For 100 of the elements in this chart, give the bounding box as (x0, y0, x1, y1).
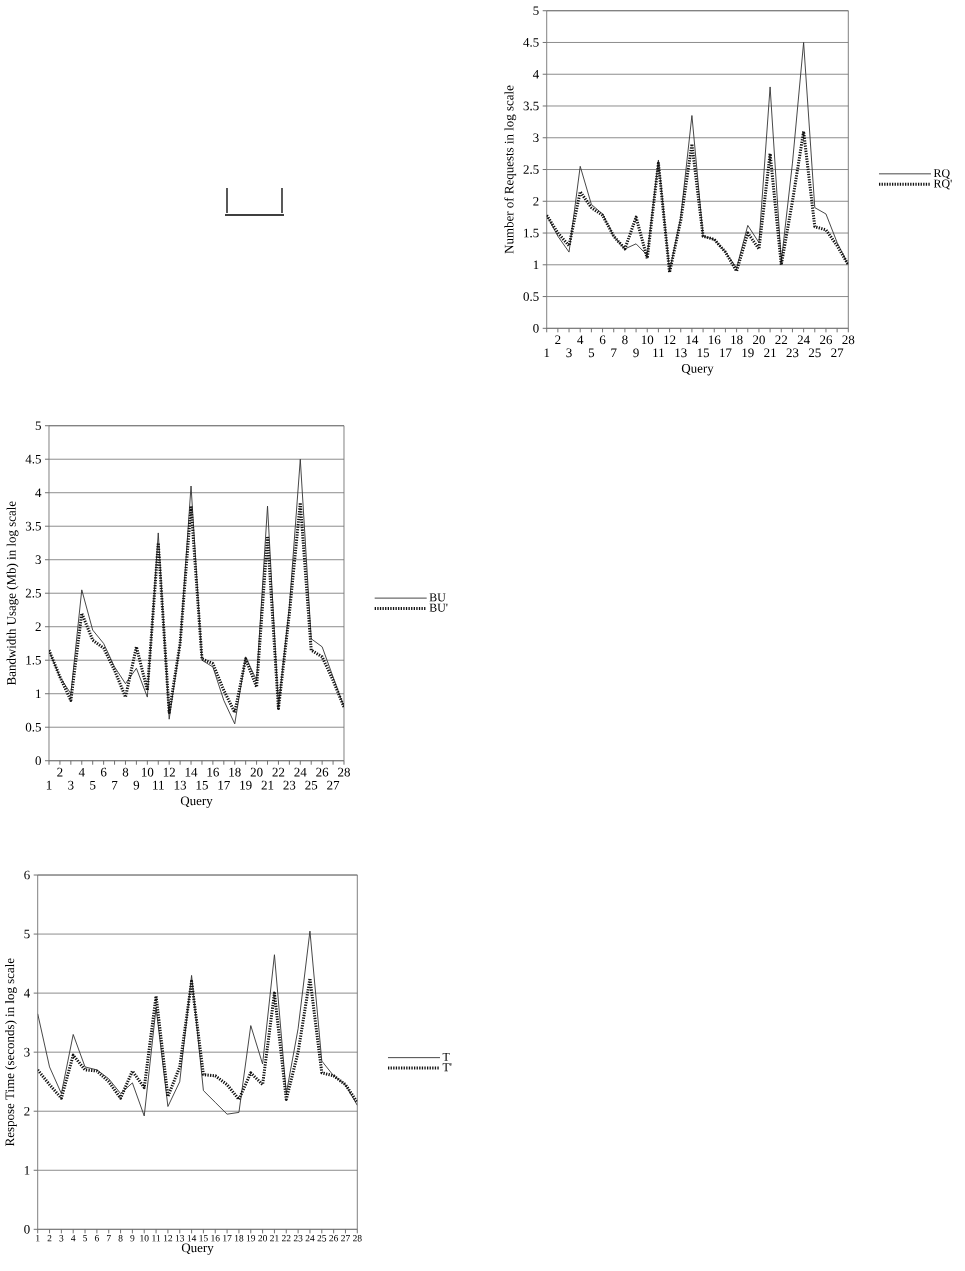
x-tick-label: 18 (235, 1235, 244, 1242)
x-tick-label: 3 (566, 348, 572, 358)
y-tick-label: 1.5 (524, 228, 539, 238)
y-tick-label: 1 (24, 1166, 30, 1175)
x-tick-label: 17 (720, 348, 732, 358)
x-tick-label: 27 (831, 348, 844, 358)
x-tick-label: 2 (47, 1235, 52, 1242)
x-tick-label: 1 (544, 348, 550, 358)
x-tick-label: 16 (211, 1235, 220, 1242)
legend-label: RQ' (933, 179, 952, 190)
x-tick-label: 14 (185, 767, 198, 777)
y-tick-label: 4 (532, 69, 539, 79)
x-tick-label: 5 (588, 348, 595, 358)
x-axis-title: Query (181, 1243, 214, 1255)
x-tick-label: 7 (112, 780, 118, 790)
x-tick-label: 10 (142, 767, 154, 777)
x-tick-label: 2 (555, 335, 561, 345)
x-tick-label: 7 (106, 1235, 111, 1242)
x-tick-label: 21 (270, 1235, 279, 1242)
x-tick-label: 13 (675, 348, 687, 358)
y-tick-label: 0.5 (523, 292, 539, 301)
y-tick-label: 3.5 (523, 101, 539, 111)
y-tick-label: 5 (24, 929, 30, 939)
x-tick-label: 9 (130, 1235, 135, 1242)
x-tick-label: 16 (207, 767, 219, 777)
x-tick-label: 19 (240, 780, 252, 790)
x-tick-label: 16 (708, 335, 721, 345)
x-tick-label: 6 (100, 767, 107, 777)
y-axis-title: Number of Requests in log scale (504, 85, 517, 254)
x-tick-label: 8 (622, 335, 628, 345)
y-tick-label: 0.5 (25, 722, 41, 732)
x-tick-label: 14 (187, 1235, 197, 1242)
y-tick-label: 2.5 (523, 165, 539, 174)
x-tick-label: 18 (229, 767, 241, 777)
legend-label: RQ (933, 169, 950, 179)
x-tick-label: 18 (731, 335, 743, 345)
x-tick-label: 15 (199, 1235, 208, 1242)
line-series (37, 976, 358, 1104)
x-tick-label: 23 (293, 1235, 303, 1242)
x-tick-label: 7 (611, 348, 617, 358)
x-tick-label: 20 (753, 335, 765, 345)
x-tick-label: 25 (808, 348, 821, 358)
x-tick-label: 3 (68, 780, 74, 790)
x-tick-label: 19 (246, 1235, 256, 1242)
y-tick-label: 3 (35, 555, 41, 565)
x-tick-label: 27 (341, 1235, 350, 1242)
x-tick-label: 27 (327, 780, 340, 790)
y-tick-label: 5 (533, 6, 539, 16)
y-axis-title: Bandwidth Usage (Mb) in log scale (6, 501, 19, 686)
x-tick-label: 12 (164, 1235, 173, 1242)
y-tick-label: 0 (35, 756, 41, 766)
legend-label: BU (429, 593, 446, 602)
y-tick-label: 0 (533, 323, 539, 333)
x-tick-label: 22 (775, 335, 788, 345)
y-tick-label: 3 (533, 133, 539, 143)
x-tick-label: 5 (90, 780, 96, 790)
x-tick-label: 24 (797, 335, 810, 345)
x-tick-label: 22 (272, 767, 285, 777)
y-tick-label: 3 (24, 1047, 30, 1057)
x-tick-label: 6 (599, 335, 606, 345)
y-axis-title: Respose Time (seconds) in log scale (5, 958, 17, 1146)
x-tick-label: 13 (175, 1235, 185, 1242)
y-tick-label: 1 (36, 689, 41, 698)
x-tick-label: 26 (329, 1235, 339, 1242)
x-tick-label: 6 (94, 1235, 99, 1242)
x-tick-label: 21 (261, 780, 274, 790)
x-tick-label: 15 (196, 780, 208, 790)
y-tick-label: 4 (35, 488, 42, 497)
x-tick-label: 8 (118, 1235, 123, 1242)
y-tick-label: 3.5 (25, 521, 41, 531)
x-tick-label: 11 (153, 780, 164, 790)
x-tick-label: 5 (83, 1235, 88, 1242)
y-tick-label: 4.5 (523, 38, 539, 47)
x-tick-label: 11 (152, 1235, 161, 1242)
x-tick-label: 4 (78, 767, 85, 777)
y-tick-label: 1.5 (26, 655, 41, 665)
y-tick-label: 6 (24, 870, 30, 880)
x-axis-title: Query (180, 796, 213, 808)
x-tick-label: 2 (57, 767, 63, 777)
x-tick-label: 13 (174, 780, 187, 790)
legend-label: T' (442, 1063, 452, 1072)
x-tick-label: 20 (250, 767, 263, 777)
x-tick-label: 19 (742, 348, 754, 358)
x-tick-label: 9 (633, 348, 639, 358)
x-tick-label: 10 (140, 1235, 149, 1242)
y-tick-label: 1 (533, 260, 539, 270)
x-tick-label: 25 (317, 1235, 327, 1242)
line-series (49, 458, 344, 725)
x-tick-label: 12 (163, 767, 175, 777)
x-tick-label: 22 (281, 1235, 291, 1242)
x-tick-label: 15 (697, 348, 710, 358)
x-tick-label: 26 (316, 767, 329, 777)
line-series (546, 42, 849, 272)
line-series (546, 129, 849, 274)
y-tick-label: 2 (35, 622, 41, 632)
x-tick-label: 12 (664, 335, 676, 345)
x-tick-label: 10 (641, 335, 654, 345)
x-tick-label: 28 (338, 767, 350, 777)
x-tick-label: 21 (764, 348, 776, 358)
y-tick-label: 5 (35, 421, 41, 431)
